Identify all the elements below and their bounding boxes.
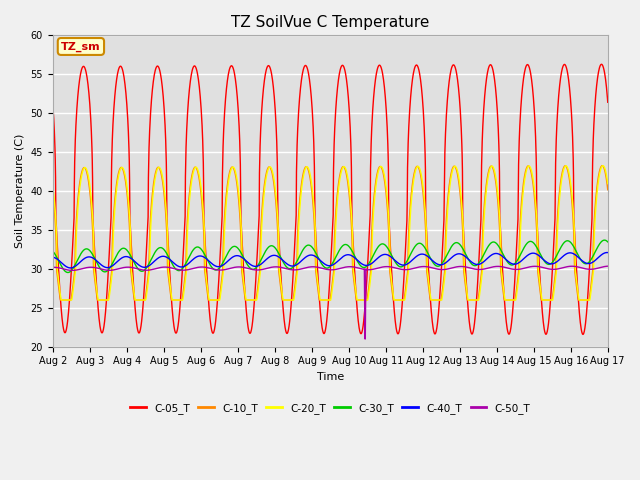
C-30_T xyxy=(276,252,284,258)
C-30_T xyxy=(168,260,175,265)
C-05_T xyxy=(275,241,283,247)
C-50_T xyxy=(81,265,88,271)
C-05_T xyxy=(81,64,88,70)
Title: TZ SoilVue C Temperature: TZ SoilVue C Temperature xyxy=(231,15,429,30)
C-40_T xyxy=(49,254,56,260)
C-30_T xyxy=(278,257,286,263)
C-40_T xyxy=(257,262,264,267)
C-05_T xyxy=(598,61,605,67)
C-10_T xyxy=(257,230,264,236)
C-50_T xyxy=(278,264,286,270)
C-40_T xyxy=(604,250,611,255)
C-40_T xyxy=(81,255,89,261)
C-30_T xyxy=(428,258,436,264)
C-10_T xyxy=(604,187,612,192)
Line: C-20_T: C-20_T xyxy=(52,166,608,300)
C-10_T xyxy=(49,189,56,194)
C-05_T xyxy=(278,290,286,296)
Text: TZ_sm: TZ_sm xyxy=(61,41,100,52)
C-40_T xyxy=(428,257,436,263)
C-20_T xyxy=(168,293,175,299)
C-20_T xyxy=(428,297,436,303)
C-20_T xyxy=(278,291,286,297)
C-50_T xyxy=(168,265,175,271)
C-20_T xyxy=(49,182,56,188)
X-axis label: Time: Time xyxy=(317,372,344,382)
C-30_T xyxy=(81,246,89,252)
Line: C-10_T: C-10_T xyxy=(52,166,608,300)
C-05_T xyxy=(604,99,612,105)
C-05_T xyxy=(168,294,175,300)
C-20_T xyxy=(599,163,607,168)
Y-axis label: Soil Temperature (C): Soil Temperature (C) xyxy=(15,134,25,248)
C-50_T xyxy=(257,267,264,273)
C-50_T xyxy=(49,264,56,270)
C-20_T xyxy=(604,180,612,186)
C-50_T xyxy=(361,336,369,342)
C-05_T xyxy=(49,101,56,107)
C-10_T xyxy=(81,165,89,171)
Line: C-40_T: C-40_T xyxy=(52,252,608,268)
C-30_T xyxy=(600,237,608,243)
C-50_T xyxy=(275,264,283,270)
C-50_T xyxy=(428,265,436,271)
C-10_T xyxy=(598,163,606,168)
C-10_T xyxy=(278,297,286,302)
C-10_T xyxy=(428,297,436,303)
C-30_T xyxy=(64,270,72,276)
Line: C-05_T: C-05_T xyxy=(52,64,608,335)
C-10_T xyxy=(57,297,65,303)
C-50_T xyxy=(604,264,612,269)
C-40_T xyxy=(168,258,175,264)
Legend: C-05_T, C-10_T, C-20_T, C-30_T, C-40_T, C-50_T: C-05_T, C-10_T, C-20_T, C-30_T, C-40_T, … xyxy=(126,398,534,418)
Line: C-30_T: C-30_T xyxy=(52,240,608,273)
Line: C-50_T: C-50_T xyxy=(52,266,608,339)
C-40_T xyxy=(67,265,74,271)
C-40_T xyxy=(276,254,284,260)
C-05_T xyxy=(428,312,435,318)
C-30_T xyxy=(257,258,264,264)
C-30_T xyxy=(604,239,612,245)
C-10_T xyxy=(276,275,284,281)
C-40_T xyxy=(604,250,612,255)
C-20_T xyxy=(257,266,264,272)
C-05_T xyxy=(257,134,264,140)
C-10_T xyxy=(168,297,175,303)
C-40_T xyxy=(278,257,286,263)
C-30_T xyxy=(49,248,56,254)
C-20_T xyxy=(58,297,65,303)
C-20_T xyxy=(81,165,89,170)
C-05_T xyxy=(579,332,587,337)
C-20_T xyxy=(276,269,284,275)
